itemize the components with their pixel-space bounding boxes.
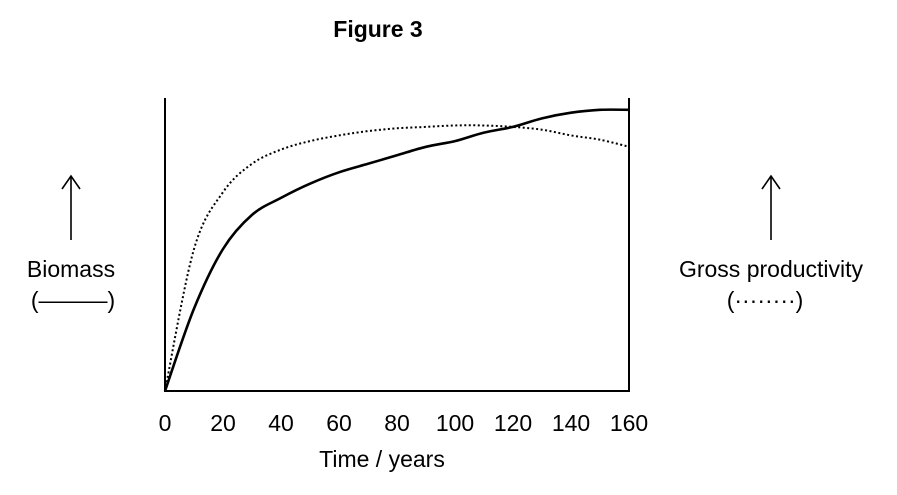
x-tick-label: 20 (210, 410, 236, 436)
biomass-line (163, 108, 630, 392)
x-tick-label: 140 (552, 410, 590, 436)
x-axis-label: Time / years (319, 446, 445, 472)
x-tick-label: 40 (268, 410, 294, 436)
x-tick-label: 80 (384, 410, 410, 436)
right-up-arrow-icon (761, 174, 781, 240)
gross-productivity-line (164, 124, 630, 392)
chart-title: Figure 3 (333, 16, 422, 42)
x-tick-label: 60 (326, 410, 352, 436)
left-up-arrow-icon (61, 174, 81, 240)
x-tick-label: 100 (436, 410, 474, 436)
left-axis-legend-symbol: (———) (31, 287, 115, 313)
right-axis-label: Gross productivity (679, 256, 864, 282)
x-axis-ticks: 0 20 40 60 80 100 120 140 160 (159, 410, 649, 436)
x-tick-label: 120 (494, 410, 532, 436)
x-tick-label: 160 (610, 410, 648, 436)
x-tick-label: 0 (159, 410, 172, 436)
right-axis-legend-symbol: (········) (727, 287, 804, 313)
left-axis-label: Biomass (27, 256, 115, 282)
series-layer (163, 108, 630, 392)
